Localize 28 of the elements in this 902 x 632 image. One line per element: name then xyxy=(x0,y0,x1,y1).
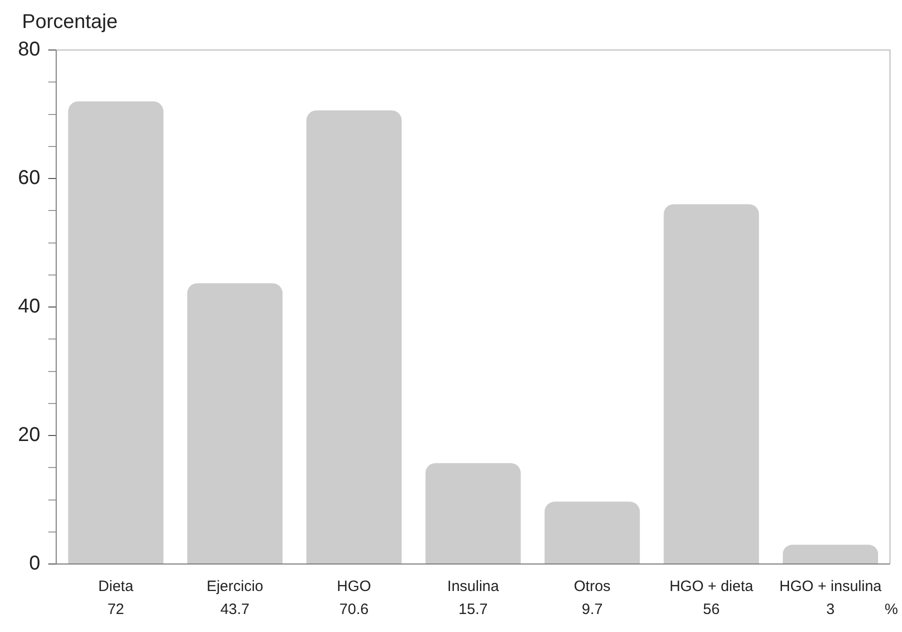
x-tick-label: HGO xyxy=(336,578,372,596)
x-tick-label: Dieta xyxy=(98,578,134,596)
data-label: 15.7 xyxy=(458,601,488,618)
bar xyxy=(425,463,521,564)
x-tick-label: Insulina xyxy=(447,578,500,596)
data-label: 56 xyxy=(702,601,720,618)
x-tick-label: Otros xyxy=(574,578,611,596)
x-tick-label: HGO + insulina xyxy=(779,578,882,596)
bar xyxy=(664,204,759,564)
text: % xyxy=(884,601,898,618)
bar xyxy=(187,283,283,564)
bar xyxy=(68,101,164,564)
y-axis-title: Porcentaje xyxy=(22,11,118,33)
data-label: 9.7 xyxy=(582,601,603,618)
y-tick-label: 40 xyxy=(18,296,40,318)
x-tick-label: HGO + dieta xyxy=(669,578,754,596)
y-tick-label: 0 xyxy=(29,552,40,575)
x-tick-label: Ejercicio xyxy=(206,578,264,596)
y-tick-label: 80 xyxy=(18,38,40,61)
y-tick-label: 60 xyxy=(18,167,40,190)
data-label: 43.7 xyxy=(220,601,250,618)
y-tick-label: 20 xyxy=(18,424,40,446)
data-label: 3 xyxy=(826,601,835,618)
data-label: 70.6 xyxy=(339,601,369,618)
data-label: 72 xyxy=(107,601,124,618)
bar xyxy=(544,502,640,564)
bar xyxy=(782,544,878,564)
bar xyxy=(306,110,402,564)
